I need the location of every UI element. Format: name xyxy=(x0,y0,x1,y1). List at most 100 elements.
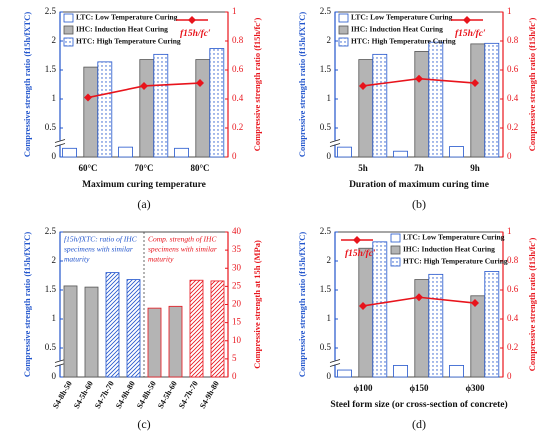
annotation: f15h/fXTC: ratio of IHC xyxy=(64,235,138,244)
legend-label: IHC: Induction Heat Curing xyxy=(403,245,495,254)
legend-label: f15h/fc′ xyxy=(180,29,211,39)
y2-tick-label: 20 xyxy=(232,299,242,309)
y2-axis-title: Compressive strength at 15h (MPa) xyxy=(252,240,262,369)
bar xyxy=(372,241,388,378)
marker xyxy=(415,74,423,83)
y2-tick-label: 25 xyxy=(232,280,242,290)
bar xyxy=(174,147,189,158)
legend-label: f15h/fc′ xyxy=(455,29,486,39)
x-tick-label: ϕ150 xyxy=(409,383,429,393)
marker xyxy=(471,79,479,88)
y-tick-label: 0.5 xyxy=(320,122,332,132)
y2-tick-label: 0 xyxy=(507,371,512,381)
bar xyxy=(126,279,141,378)
y-tick-label: 0 xyxy=(52,371,57,381)
axis-break-gap xyxy=(55,140,65,145)
bar xyxy=(428,41,444,158)
bar xyxy=(358,247,374,378)
caption: (a) xyxy=(137,197,150,211)
y-tick-label: 1.5 xyxy=(320,284,332,294)
y-axis-title: Compressive strength ratio (f15h/fXTC) xyxy=(22,232,32,378)
y-tick-label: 1.5 xyxy=(45,64,57,74)
legend-swatch xyxy=(63,13,74,23)
legend-swatch xyxy=(338,13,349,23)
panel: 0 0.5 1 1.5 2 2.5 0 5 10 15 20 25 30 35 40 Compressive … xyxy=(22,226,262,431)
axis-break xyxy=(54,359,66,367)
y2-tick-label: 30 xyxy=(232,262,242,272)
y-axis-title: Compressive strength ratio (f15h/fXTC) xyxy=(297,232,307,378)
x-tick-label: S4-9h-80 xyxy=(198,379,221,410)
bar xyxy=(358,59,374,158)
bar xyxy=(484,271,500,378)
y-tick-label: 0 xyxy=(327,371,332,381)
y-tick-label: 0 xyxy=(52,151,57,161)
x-tick-label: S4-5h-60 xyxy=(156,379,179,410)
y-tick-label: 2.5 xyxy=(320,226,332,236)
legend-label: IHC: Induction Heat Curing xyxy=(76,25,168,34)
y-tick-label: 0 xyxy=(327,151,332,161)
x-axis-title: Maximum curing temperature xyxy=(82,180,206,190)
bar xyxy=(484,42,500,158)
y2-tick-label: 0.6 xyxy=(232,64,244,74)
bar xyxy=(372,53,388,158)
x-tick-label: S4-7h-70 xyxy=(93,379,116,410)
bar xyxy=(337,146,352,158)
y-tick-label: 2 xyxy=(52,35,57,45)
x-tick-label: 7h xyxy=(414,163,424,173)
y-tick-label: 2.5 xyxy=(320,6,332,16)
legend-swatch xyxy=(390,233,401,243)
bar xyxy=(393,364,408,378)
y2-tick-label: 0.8 xyxy=(232,35,244,45)
legend-swatch xyxy=(338,37,349,47)
legend-label: LTC: Low Temperature Curing xyxy=(403,233,505,242)
y-tick-label: 2 xyxy=(52,255,57,265)
legend-swatch xyxy=(63,25,74,35)
y-axis-title: Compressive strength ratio (f15h/fXTC) xyxy=(22,12,32,158)
y2-tick-label: 0.6 xyxy=(507,284,519,294)
x-tick-label: 60°C xyxy=(78,163,97,173)
y-tick-label: 1 xyxy=(327,93,332,103)
panel: 0 0.5 1 1.5 2 2.5 0 0.2 0.4 0.6 0.8 1 Compressive st… xyxy=(22,6,262,211)
axis-break xyxy=(329,139,341,147)
bar xyxy=(449,146,464,158)
legend-marker xyxy=(188,16,196,24)
marker xyxy=(196,79,204,88)
caption: (c) xyxy=(137,417,150,431)
x-axis-title: Steel form size (or cross-section of con… xyxy=(330,399,507,410)
y2-tick-label: 0.4 xyxy=(232,93,244,103)
caption: (b) xyxy=(412,197,426,211)
y2-tick-label: 0.4 xyxy=(507,93,519,103)
legend-label: HTC: High Temperature Curing xyxy=(351,37,456,46)
x-tick-label: S4-5h-60 xyxy=(72,379,95,410)
y-tick-label: 2.5 xyxy=(45,226,57,236)
x-tick-label: ϕ100 xyxy=(353,383,373,393)
y2-tick-label: 0.4 xyxy=(507,313,519,323)
legend-marker xyxy=(353,236,361,244)
annotation: specimens with similar xyxy=(148,245,217,254)
y2-tick-label: 0 xyxy=(232,371,237,381)
caption: (d) xyxy=(412,417,426,431)
bar xyxy=(195,59,211,158)
y2-axis-title: Compressive strength ratio (f15h/fc′) xyxy=(252,18,262,152)
y2-axis-title: Compressive strength ratio (f15h/fc′) xyxy=(527,18,537,152)
x-tick-label: ϕ300 xyxy=(465,383,485,393)
legend-label: LTC: Low Temperature Curing xyxy=(351,13,453,22)
y2-axis-title: Compressive strength ratio (f15h/fc′) xyxy=(527,238,537,372)
axis-break-gap xyxy=(55,360,65,365)
bar xyxy=(62,147,77,158)
y-tick-label: 0.5 xyxy=(45,122,57,132)
y-tick-label: 2 xyxy=(327,35,332,45)
x-tick-label: S4-9h-80 xyxy=(114,379,137,410)
y2-tick-label: 0 xyxy=(507,151,512,161)
bar xyxy=(189,279,204,378)
y2-tick-label: 35 xyxy=(232,244,242,254)
annotation: specimens with similar xyxy=(64,245,133,254)
legend-marker xyxy=(463,16,471,24)
bar xyxy=(470,295,486,378)
bar xyxy=(414,279,430,378)
y-tick-label: 1 xyxy=(52,313,57,323)
y2-tick-label: 0.2 xyxy=(507,122,518,132)
panel: 0 0.5 1 1.5 2 2.5 0 0.2 0.4 0.6 0.8 1 Compressive st… xyxy=(297,226,537,431)
y2-tick-label: 1 xyxy=(507,6,512,16)
